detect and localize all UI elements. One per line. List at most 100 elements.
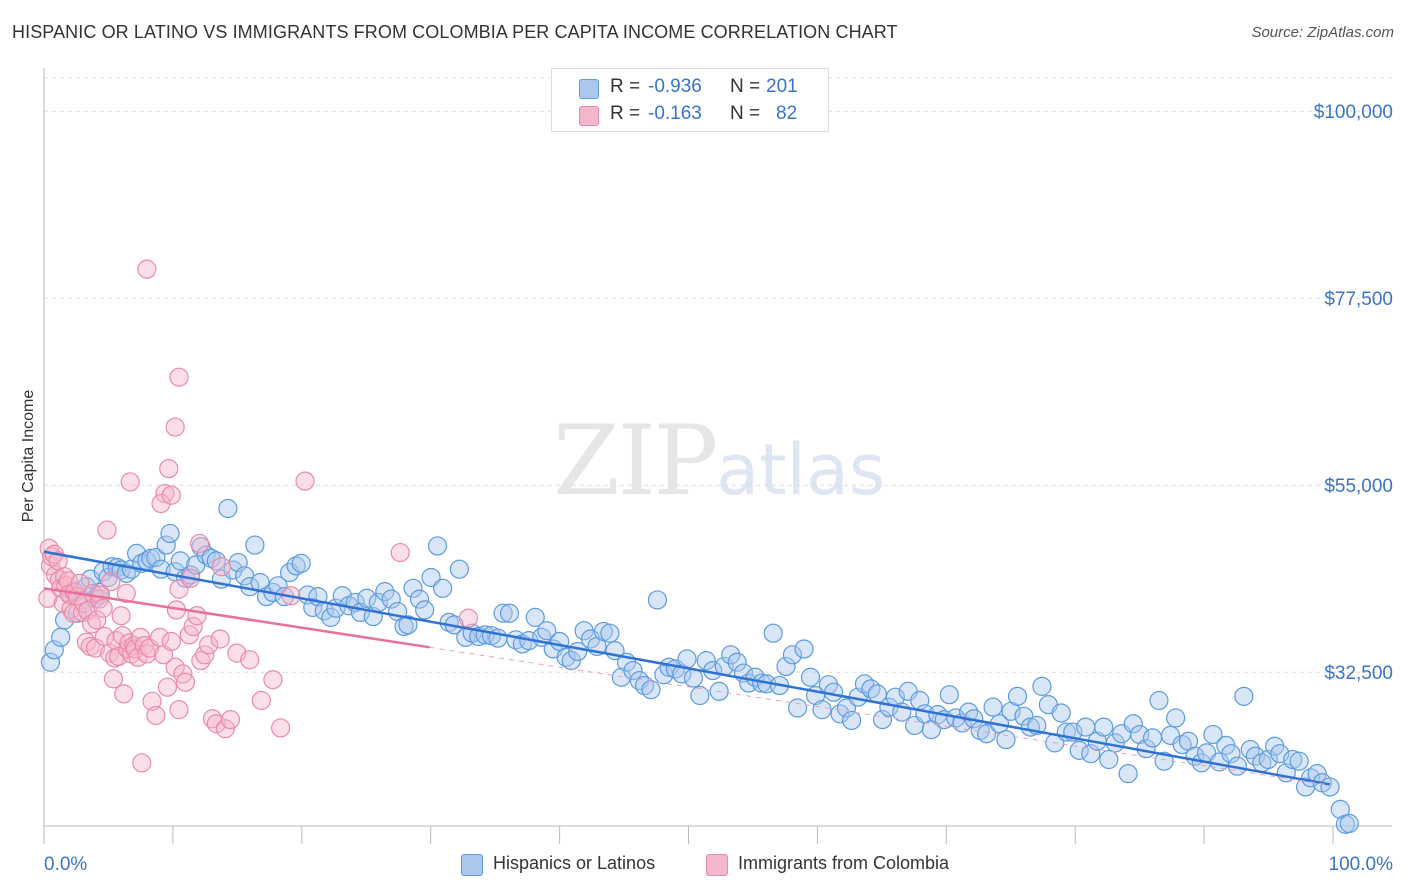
point-hispanic [218, 498, 238, 519]
point-colombia [157, 677, 178, 697]
point-hispanic [939, 685, 959, 705]
point-colombia [263, 670, 283, 690]
legend-r-label: R = [610, 76, 641, 97]
point-colombia [295, 471, 315, 491]
point-colombia [161, 631, 181, 652]
point-hispanic [641, 680, 661, 700]
point-colombia [155, 483, 175, 504]
point-hispanic [156, 535, 176, 555]
legend-n-label: N = [730, 76, 761, 97]
point-colombia [146, 705, 166, 726]
point-hispanic [1320, 777, 1340, 797]
point-hispanic [842, 710, 862, 731]
point-colombia [183, 616, 203, 637]
point-hispanic [996, 729, 1016, 750]
point-hispanic [433, 578, 453, 598]
point-hispanic [647, 590, 668, 610]
point-colombia [161, 485, 181, 505]
legend-swatch-hispanic [579, 79, 599, 99]
trend-extension-colombia [429, 646, 1331, 786]
point-hispanic [1234, 686, 1254, 706]
legend-r-value: -0.936 [648, 76, 702, 97]
point-colombia [169, 367, 189, 387]
point-hispanic [1007, 686, 1028, 706]
point-colombia [199, 635, 219, 655]
point-hispanic [1094, 717, 1114, 737]
point-colombia [206, 714, 226, 734]
point-hispanic [600, 623, 620, 643]
point-hispanic [623, 660, 643, 681]
point-hispanic [854, 674, 875, 694]
point-colombia [93, 598, 113, 618]
point-colombia [111, 606, 131, 626]
point-hispanic [1221, 744, 1241, 764]
point-colombia [240, 650, 260, 670]
legend-n-label: N = [730, 103, 761, 124]
point-hispanic [776, 656, 796, 677]
watermark-zip: ZIP [553, 405, 718, 517]
point-colombia [87, 610, 107, 630]
y-tick-label: $55,000 [1324, 476, 1393, 497]
point-hispanic [170, 551, 190, 571]
point-hispanic [493, 603, 513, 623]
point-hispanic [381, 589, 401, 609]
point-hispanic [1240, 739, 1260, 760]
legend-n-value: 201 [766, 76, 798, 97]
point-hispanic [1203, 724, 1223, 745]
point-hispanic [403, 578, 423, 598]
y-tick-label: $77,500 [1324, 289, 1393, 310]
point-colombia [211, 557, 232, 577]
legend-swatch-colombia [706, 854, 728, 876]
point-hispanic [525, 607, 545, 627]
legend-row-colombia: R = -0.163 N = 82 [552, 101, 828, 129]
point-hispanic [1339, 813, 1359, 834]
point-hispanic [126, 543, 147, 563]
point-hispanic [415, 600, 435, 620]
point-colombia [251, 690, 271, 711]
point-colombia [97, 520, 117, 540]
point-colombia [175, 672, 196, 692]
point-hispanic [763, 623, 783, 643]
point-colombia [116, 583, 136, 603]
point-colombia [271, 718, 291, 738]
legend-n-value: 82 [776, 103, 798, 124]
point-hispanic [959, 702, 979, 722]
y-tick-label: $100,000 [1314, 102, 1393, 123]
point-hispanic [721, 645, 741, 665]
point-hispanic [44, 640, 64, 660]
point-hispanic [794, 639, 814, 659]
point-hispanic [683, 668, 704, 688]
y-axis-label: Per Capita Income [20, 389, 37, 523]
point-colombia [137, 259, 157, 279]
point-colombia [165, 417, 185, 437]
point-hispanic [983, 697, 1003, 717]
point-hispanic [245, 535, 265, 555]
point-hispanic [556, 647, 576, 667]
point-colombia [220, 710, 241, 730]
point-hispanic [321, 607, 341, 627]
point-hispanic [51, 627, 71, 647]
point-hispanic [499, 603, 520, 623]
legend-label-hispanic: Hispanics or Latinos [493, 853, 656, 873]
trend-line-colombia [43, 587, 430, 649]
point-hispanic [872, 710, 893, 730]
point-hispanic [824, 682, 844, 702]
point-colombia [190, 533, 210, 554]
point-hispanic [1283, 749, 1303, 770]
point-hispanic [782, 645, 803, 665]
point-colombia [187, 606, 207, 626]
point-hispanic [1123, 714, 1143, 734]
point-hispanic [537, 621, 557, 641]
point-hispanic [1142, 728, 1163, 748]
point-hispanic [409, 589, 430, 609]
point-hispanic [160, 523, 180, 544]
axes [43, 68, 1392, 844]
legend-r-label: R = [610, 103, 641, 124]
point-hispanic [398, 615, 418, 635]
watermark-atlas: atlas [716, 429, 886, 511]
legend-label-colombia: Immigrants from Colombia [738, 853, 950, 873]
legend-swatch-colombia [579, 106, 599, 126]
tick-labels: $100,000 $77,500 $55,000 $32,500 0.0% 100.0% [44, 102, 1393, 875]
point-hispanic [787, 698, 808, 718]
